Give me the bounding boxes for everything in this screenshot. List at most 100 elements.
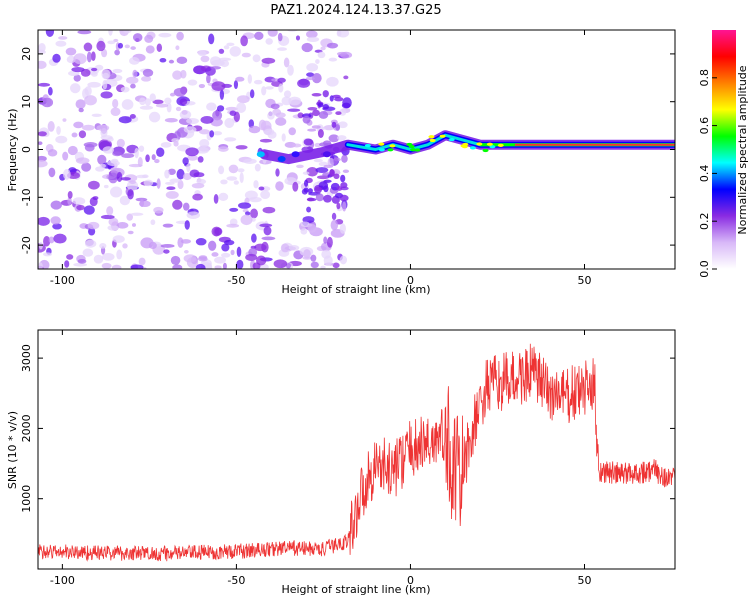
spectrum-cell [73, 74, 81, 82]
spectrum-cell [139, 97, 146, 106]
spectrum-cell [328, 57, 338, 62]
y-tick-label: -10 [20, 188, 33, 206]
spectrum-cell [330, 219, 339, 231]
spectrum-cell [84, 86, 92, 96]
spectrum-cell [226, 42, 235, 47]
spectrum-cell [160, 142, 172, 148]
spectrum-cell [214, 256, 227, 264]
spectrum-cell [156, 178, 161, 189]
spectrum-cell [240, 214, 253, 226]
spectrum-cell [280, 243, 290, 253]
spectrum-cell [326, 76, 339, 87]
spectrogram-ylabel: Frequency (Hz) [6, 109, 19, 192]
spectrum-cell [236, 246, 242, 257]
spectrum-cell [84, 95, 97, 106]
spectrum-cell [149, 93, 156, 102]
spectrum-cell [249, 89, 255, 99]
spectrum-cell [209, 56, 222, 67]
spectrum-cell [270, 103, 280, 110]
spectrum-cell [81, 162, 92, 172]
spectrum-cell [47, 121, 55, 132]
spectrum-cell [256, 255, 267, 266]
spectrum-cell [151, 154, 156, 161]
spectrum-cell [139, 105, 154, 110]
spectrum-cell [175, 45, 180, 51]
spectrum-cell [154, 159, 160, 164]
spectrum-cell [245, 211, 251, 216]
spectrum-cell [182, 157, 189, 165]
spectrum-cell [43, 235, 51, 247]
spectrum-cell [297, 112, 304, 119]
snr-panel: -100 -50 0 50 1000 2000 3000 Height of straigh… [6, 329, 676, 596]
ridge-hotspot [291, 151, 300, 158]
spectrum-cell [127, 189, 134, 200]
spectrum-cell [333, 173, 340, 180]
spectrum-cell [110, 107, 121, 116]
spectrum-cell [235, 145, 248, 150]
spectrum-cell [197, 156, 204, 163]
spectrum-cell [208, 33, 215, 45]
spectrum-cell [150, 219, 156, 226]
spectrum-cell [250, 208, 258, 219]
spectrum-cell [229, 46, 241, 57]
spectrum-cell [82, 248, 94, 257]
spectrum-cell [131, 223, 136, 227]
spectrum-cell [267, 30, 278, 37]
spectrum-cell [182, 172, 192, 181]
spectrum-cell [195, 147, 209, 154]
spectrum-cell [96, 40, 106, 52]
spectrum-cell [216, 105, 225, 112]
spectrum-cell [218, 165, 225, 175]
spectrum-cell [263, 128, 275, 136]
spectrum-cell [303, 249, 311, 259]
spectrum-cell [186, 118, 199, 125]
spectrum-cell [343, 75, 349, 80]
spectrum-cell [163, 249, 170, 254]
spectrum-cell [87, 221, 100, 230]
spectrum-cell [230, 249, 235, 256]
spectrum-cell [226, 223, 240, 228]
spectrum-cell [156, 43, 163, 53]
spectrum-cell [253, 79, 263, 85]
spectrum-cell [221, 243, 230, 252]
spectrum-cell [182, 202, 190, 211]
spectrum-cell [195, 263, 206, 269]
spectrum-cell [114, 49, 120, 56]
spectrum-cell [317, 51, 326, 59]
spectrum-cell [56, 125, 61, 135]
spectrum-cell [38, 60, 47, 69]
spectrum-cell [307, 128, 317, 132]
snr-series-line [38, 343, 675, 562]
spectrum-cell [90, 67, 98, 72]
spectrum-cell [186, 211, 201, 220]
ridge-hotspot [469, 146, 476, 150]
spectrum-cell [248, 125, 261, 134]
spectrum-cell [225, 106, 239, 111]
spectrum-cell [210, 66, 222, 70]
spectrum-cell [112, 68, 123, 74]
spectrum-cell [292, 181, 299, 192]
spectrum-cell [186, 162, 191, 173]
spectrum-cell [307, 107, 318, 111]
spectrum-cell [341, 154, 348, 163]
spectrum-cell [126, 213, 134, 221]
spectrum-cell [326, 42, 339, 49]
spectrum-cell [277, 47, 288, 51]
spectrum-cell [58, 36, 68, 40]
spectrum-cell [267, 111, 275, 120]
spectrum-cell [326, 236, 333, 248]
spectrum-cell [126, 76, 139, 84]
spectrum-cell [184, 220, 190, 230]
spectrum-cell [306, 30, 318, 39]
spectrum-cell [321, 249, 332, 259]
spectrum-cell [250, 245, 257, 249]
spectrum-cell [198, 129, 211, 135]
spectrum-cell [165, 181, 175, 185]
spectrum-cell [306, 167, 318, 177]
spectrum-cell [247, 74, 253, 84]
spectrum-cell [317, 102, 324, 108]
spectrum-cell [175, 106, 182, 112]
colorbar: 0.0 0.2 0.4 0.6 0.8 Normalized spectral ampl… [698, 30, 749, 278]
